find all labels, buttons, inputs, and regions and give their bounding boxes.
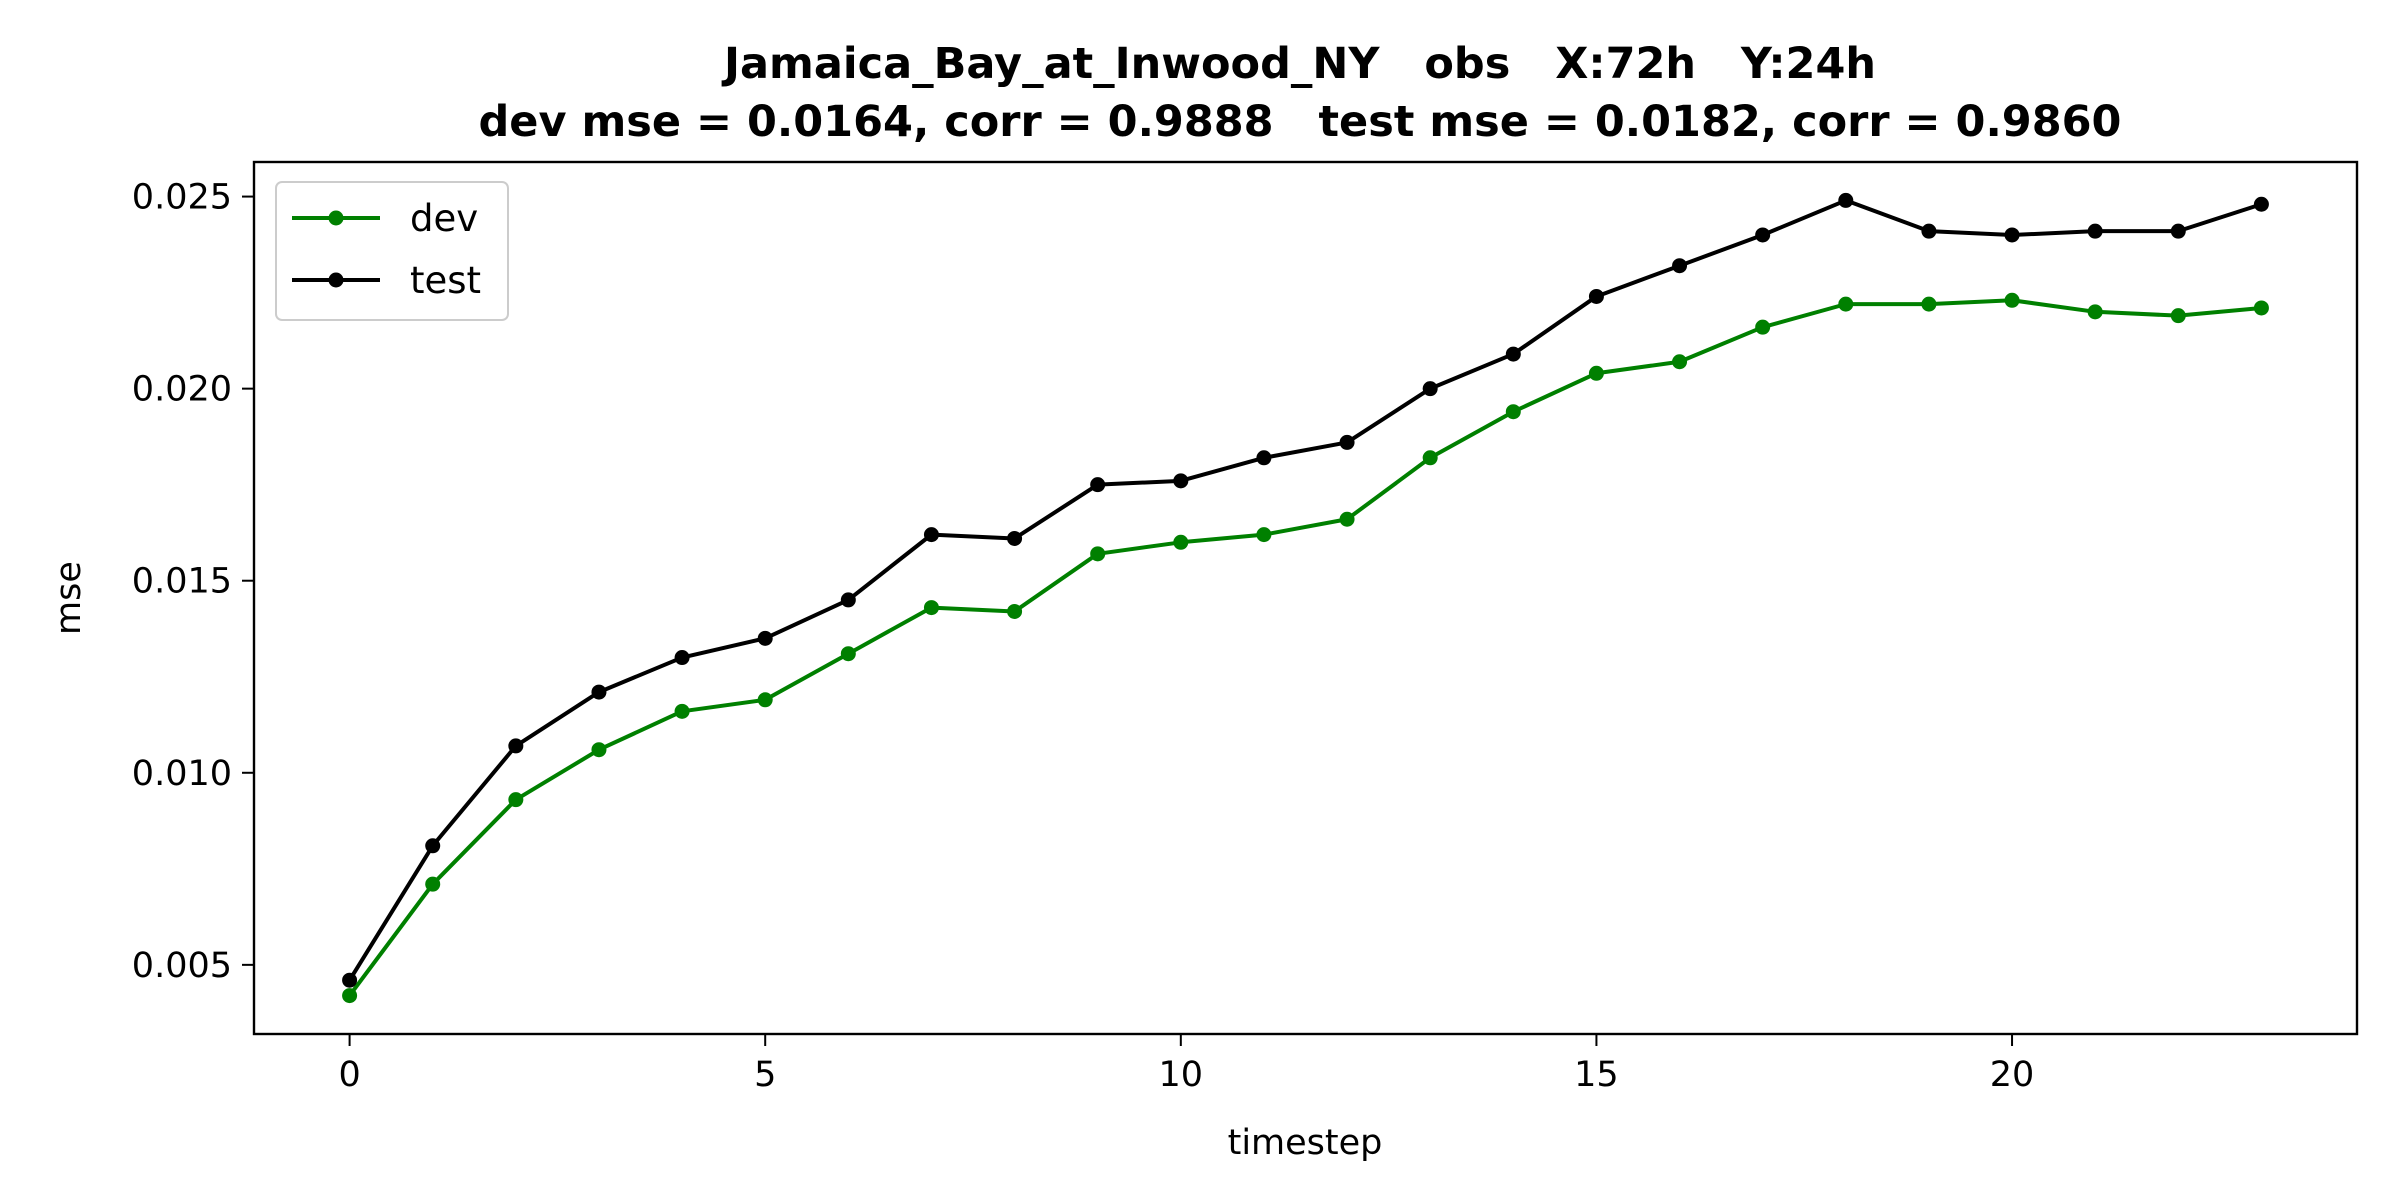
x-axis-label: timestep (1228, 1123, 1383, 1163)
x-tick-label: 0 (338, 1055, 360, 1095)
data-point-dev (757, 692, 773, 708)
data-point-dev (342, 988, 358, 1004)
chart-title: Jamaica_Bay_at_Inwood_NY obs X:72h Y:24h (721, 39, 1876, 89)
data-point-test (1422, 381, 1438, 397)
data-point-dev (1173, 534, 1189, 550)
data-point-dev (1090, 546, 1106, 562)
series-line-test (347, 198, 2263, 982)
data-point-dev (1256, 527, 1272, 543)
data-point-test (1838, 192, 1854, 208)
y-tick-label: 0.005 (132, 946, 232, 986)
data-point-dev (508, 792, 524, 808)
data-point-test (425, 838, 441, 854)
legend-marker-dev (328, 210, 344, 226)
data-point-test (1672, 258, 1688, 274)
x-axis: 0 5 10 15 20 (338, 1034, 2034, 1095)
data-point-dev (674, 703, 690, 719)
y-axis-label: mse (49, 561, 89, 635)
data-point-test (591, 684, 607, 700)
data-point-test (2170, 223, 2186, 239)
data-point-dev (1755, 319, 1771, 335)
y-axis: 0.005 0.010 0.015 0.020 0.025 (132, 178, 254, 986)
data-point-dev (1505, 404, 1521, 420)
data-point-test (2087, 223, 2103, 239)
data-point-dev (923, 600, 939, 616)
data-point-test (508, 738, 524, 754)
data-point-test (1090, 477, 1106, 493)
chart-subtitle: dev mse = 0.0164, corr = 0.9888 test mse… (479, 97, 2122, 147)
x-tick-label: 20 (1990, 1055, 2035, 1095)
data-point-dev (1672, 354, 1688, 370)
series-line-dev (347, 298, 2262, 997)
series-layer (342, 192, 2269, 1004)
data-point-test (1173, 473, 1189, 489)
legend-marker-test (328, 272, 344, 288)
data-point-dev (591, 742, 607, 758)
data-point-test (2253, 196, 2269, 212)
data-point-test (674, 650, 690, 666)
legend: dev test (275, 181, 509, 321)
data-point-dev (1921, 296, 1937, 312)
x-tick-label: 5 (754, 1055, 776, 1095)
plot-area (252, 160, 2359, 1036)
y-tick-label: 0.025 (132, 178, 232, 218)
data-point-dev (1588, 365, 1604, 381)
data-point-test (1921, 223, 1937, 239)
data-point-test (923, 527, 939, 543)
data-point-dev (2004, 292, 2020, 308)
plot-frame (252, 160, 2359, 1036)
x-tick-label: 15 (1574, 1055, 1619, 1095)
data-point-dev (2253, 300, 2269, 316)
data-point-test (840, 592, 856, 608)
legend-label-test: test (410, 259, 481, 302)
data-point-dev (425, 876, 441, 892)
data-point-dev (840, 646, 856, 662)
data-point-test (757, 630, 773, 646)
data-point-test (1007, 530, 1023, 546)
data-point-dev (1007, 603, 1023, 619)
data-point-test (1588, 288, 1604, 304)
legend-label-dev: dev (410, 197, 478, 240)
data-point-dev (1422, 450, 1438, 466)
y-tick-label: 0.010 (132, 754, 232, 794)
data-point-test (1505, 346, 1521, 362)
data-point-test (2004, 227, 2020, 243)
y-tick-label: 0.015 (132, 562, 232, 602)
data-point-dev (2087, 304, 2103, 320)
data-point-test (1339, 434, 1355, 450)
data-point-test (342, 972, 358, 988)
data-point-test (1755, 227, 1771, 243)
data-point-dev (1339, 511, 1355, 527)
x-tick-label: 10 (1159, 1055, 1204, 1095)
data-point-dev (2170, 308, 2186, 324)
data-point-test (1256, 450, 1272, 466)
data-point-dev (1838, 296, 1854, 312)
y-tick-label: 0.020 (132, 370, 232, 410)
